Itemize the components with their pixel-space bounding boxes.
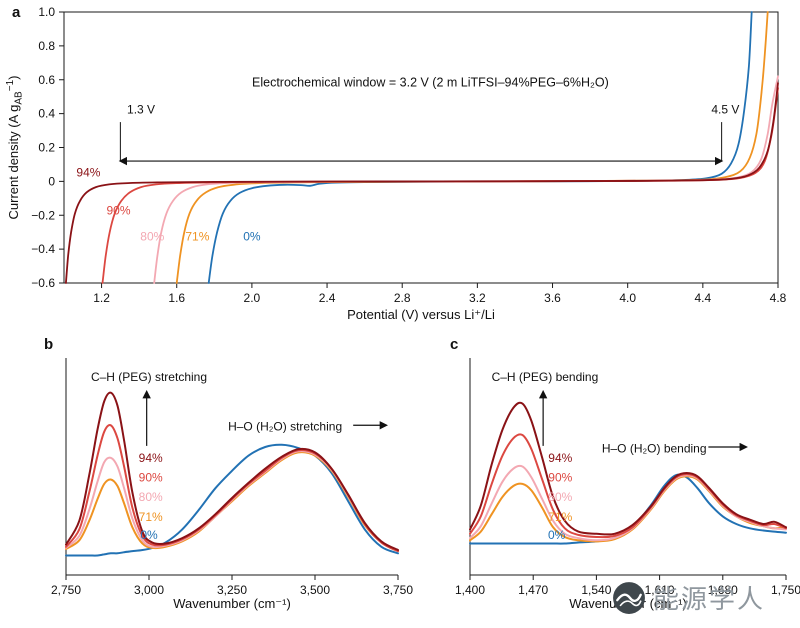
annotation-text: 0% [548,528,566,542]
x-tick-label: 2.0 [244,291,261,305]
annotation-text: H–O (H₂O) bending [602,441,707,455]
annotation-text: C–H (PEG) bending [492,370,599,384]
x-tick-label: 3.2 [469,291,486,305]
annotation-text: 80% [548,490,572,504]
x-tick-label: 2,750 [51,583,81,597]
panel-c: 1,400 1,470 1,540 1,610 1,680 1,750Wavenumber… [455,358,800,611]
x-tick-label: 4.0 [619,291,636,305]
x-tick-label: 1,680 [708,583,738,597]
annotation-text: 0% [243,230,261,244]
x-tick-label: 1,540 [581,583,611,597]
annotation-text: 71% [548,510,572,524]
curve-71pct [175,11,769,284]
annotation-text: 90% [106,203,130,217]
annotation-text: 1.3 V [127,103,155,117]
x-tick-label: 1.2 [93,291,110,305]
annotation-text: Electrochemical window = 3.2 V (2 m LiTF… [252,76,609,90]
y-axis-label: Current density (A gAB−1) [5,76,25,220]
curve-0pct [207,11,753,284]
y-tick-label: −0.2 [31,208,55,222]
y-tick-label: −0.6 [31,276,55,290]
annotation-text: 71% [185,230,209,244]
panel-a: 1.2 1.6 2.0 2.4 2.8 3.2 3.6 4.0 4.4 4.8 −0.6 −0.4 −0… [5,5,787,322]
y-tick-label: 0.4 [38,107,55,121]
curve-94pct [65,391,399,551]
series-group [469,401,787,545]
watermark: 能源学人 [612,579,765,616]
watermark-logo-icon [613,581,645,614]
x-tick-label: 1,610 [645,583,675,597]
y-tick-label: 1.0 [38,5,55,19]
y-tick-label: 0 [48,174,55,188]
curve-94pct [65,82,779,284]
annotation-text: 94% [139,451,163,465]
x-tick-label: 1,400 [455,583,485,597]
x-tick-label: 3.6 [544,291,561,305]
annotation-text: 94% [548,451,572,465]
annotation-text: 80% [140,230,164,244]
x-tick-label: 3,250 [217,583,247,597]
y-tick-label: 0.8 [38,39,55,53]
panel-c-letter: c [450,336,459,353]
x-tick-label: 4.8 [770,291,787,305]
panel-b: 2,750 3,000 3,250 3,500 3,750 Wavenumber (cm⁻… [51,358,413,611]
x-tick-label: 1.6 [168,291,185,305]
plot-frame [63,11,779,284]
series-group [65,11,779,284]
y-tick-label: 0.2 [38,141,55,155]
x-tick-label: 2.4 [319,291,336,305]
annotation-text: 0% [140,528,158,542]
annotation-text: H–O (H₂O) stretching [228,420,342,434]
annotation-text: 80% [139,490,163,504]
x-tick-label: 1,470 [518,583,548,597]
annotation-text: 94% [76,165,100,179]
y-tick-label: −0.4 [31,242,55,256]
x-tick-label: 4.4 [694,291,711,305]
x-tick-label: 1,750 [771,583,800,597]
x-tick-label: 2.8 [394,291,411,305]
curve-90pct [65,424,399,553]
panel-b-letter: b [44,336,54,353]
y-tick-label: 0.6 [38,73,55,87]
annotation-text: 90% [548,471,572,485]
series-group [65,391,399,557]
x-axis-label: Potential (V) versus Li⁺/Li [347,307,495,322]
annotation-text: C–H (PEG) stretching [91,370,207,384]
annotation-text: 90% [139,471,163,485]
x-axis-label: Wavenumber (cm⁻¹) [173,596,291,611]
curve-0pct [65,443,399,557]
x-tick-label: 3,750 [383,583,413,597]
x-tick-label: 3,500 [300,583,330,597]
curve-94pct [469,401,787,536]
panel-a-letter: a [12,4,21,21]
x-tick-label: 3,000 [134,583,164,597]
watermark-text: 能源学人 [653,584,766,614]
annotation-text: 4.5 V [711,103,739,117]
annotation-text: 71% [139,510,163,524]
